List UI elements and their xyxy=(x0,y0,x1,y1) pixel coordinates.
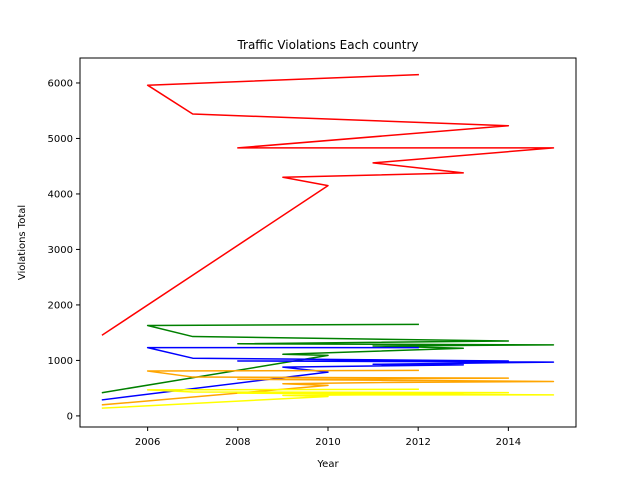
series-line-1 xyxy=(101,73,555,336)
y-tick-label: 0 xyxy=(67,411,73,422)
series-line-3 xyxy=(101,346,555,401)
y-tick-label: 6000 xyxy=(48,78,73,89)
x-tick-label: 2014 xyxy=(496,437,521,448)
series-layer xyxy=(101,73,555,409)
x-tick-label: 2008 xyxy=(225,437,250,448)
x-axis: 2006 2008 2010 2012 2014 xyxy=(135,427,521,448)
y-tick-label: 5000 xyxy=(48,134,73,145)
series-line-4 xyxy=(101,369,555,406)
y-tick-label: 3000 xyxy=(48,245,73,256)
y-tick-label: 2000 xyxy=(48,300,73,311)
x-tick-label: 2012 xyxy=(405,437,430,448)
y-axis-label: Violations Total xyxy=(17,205,28,280)
x-axis-label: Year xyxy=(316,459,339,470)
x-tick-label: 2010 xyxy=(315,437,340,448)
x-tick-label: 2006 xyxy=(135,437,160,448)
y-tick-label: 4000 xyxy=(48,189,73,200)
series-line-5 xyxy=(101,388,555,409)
y-axis: 0 1000 2000 3000 4000 5000 6000 xyxy=(48,78,80,422)
series-line-2 xyxy=(101,323,555,394)
y-tick-label: 1000 xyxy=(48,356,73,367)
chart-title: Traffic Violations Each country xyxy=(236,38,418,52)
